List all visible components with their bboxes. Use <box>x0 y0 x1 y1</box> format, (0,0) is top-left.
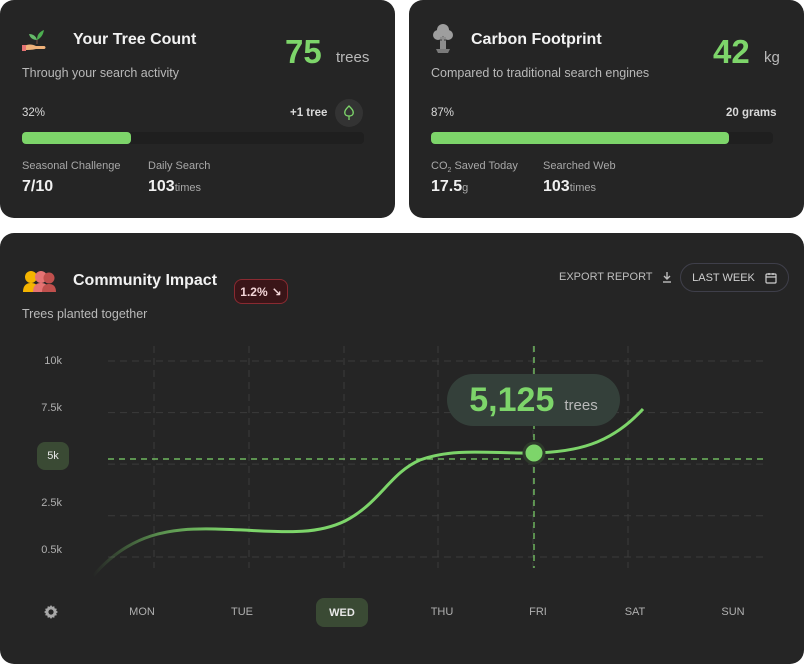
y-tick-label: 7.5k <box>41 402 62 414</box>
day-label-thu[interactable]: THU <box>430 606 454 618</box>
carbon-amount-unit: kg <box>764 49 780 66</box>
seasonal-challenge-label: Seasonal Challenge <box>22 160 121 172</box>
highlight-point[interactable] <box>522 441 546 465</box>
date-range-button[interactable]: LAST WEEK <box>680 263 789 292</box>
tree-count-card: Your Tree Count Through your search acti… <box>0 0 395 218</box>
tree-stump-icon <box>431 22 455 58</box>
carbon-amount-value: 42 <box>713 33 750 70</box>
trend-down-icon: ↘ <box>271 284 282 299</box>
y-tick-label: 10k <box>44 355 62 367</box>
searched-web-label: Searched Web <box>543 160 616 172</box>
change-value: 1.2% <box>240 284 268 299</box>
download-icon <box>662 272 671 283</box>
calendar-icon <box>765 272 777 284</box>
carbon-goal-label: 20 grams <box>726 107 777 119</box>
tree-card-title: Your Tree Count <box>73 31 197 48</box>
carbon-progress-track <box>431 132 773 144</box>
daily-search-value: 103times <box>148 178 201 195</box>
tooltip-unit: trees <box>564 396 598 414</box>
tree-card-subtitle: Through your search activity <box>22 66 180 80</box>
carbon-progress-fill <box>431 132 729 144</box>
tree-count-unit: trees <box>336 49 370 66</box>
settings-button[interactable] <box>43 604 59 620</box>
searched-web-value: 103times <box>543 178 596 195</box>
plant-hand-icon <box>22 26 52 54</box>
community-title: Community Impact <box>73 272 218 289</box>
y-tick-label: 0.5k <box>41 544 62 556</box>
day-label-sat[interactable]: SAT <box>624 606 646 618</box>
tooltip-value: 5,125 <box>469 380 555 419</box>
export-report-button[interactable]: EXPORT REPORT <box>559 271 673 283</box>
tree-bonus-label: +1 tree <box>290 107 328 119</box>
date-range-label: LAST WEEK <box>692 271 755 284</box>
series-line <box>91 407 645 577</box>
carbon-card-title: Carbon Footprint <box>471 31 602 48</box>
community-subtitle: Trees planted together <box>22 307 148 321</box>
carbon-card-subtitle: Compared to traditional search engines <box>431 66 650 80</box>
daily-search-label: Daily Search <box>148 160 211 172</box>
tree-progress-fill <box>22 132 132 144</box>
change-badge: 1.2% ↘ <box>234 279 288 304</box>
tree-progress-track <box>22 132 364 144</box>
day-label-mon[interactable]: MON <box>129 606 155 618</box>
community-line-chart <box>91 346 768 577</box>
y-tick-label: 2.5k <box>41 497 62 509</box>
tree-bonus-button[interactable] <box>335 99 363 127</box>
tree-progress-percent: 32% <box>22 107 46 119</box>
carbon-progress-percent: 87% <box>431 107 455 119</box>
seasonal-challenge-value: 7/10 <box>22 178 54 195</box>
gear-icon <box>44 605 58 619</box>
day-label-fri[interactable]: FRI <box>529 606 547 618</box>
day-label-sun[interactable]: SUN <box>721 606 745 618</box>
carbon-footprint-card: Carbon Footprint Compared to traditional… <box>409 0 804 218</box>
community-people-icon <box>22 268 58 294</box>
co2-saved-label: CO2 Saved Today <box>431 160 518 175</box>
tree-count-value: 75 <box>285 33 322 70</box>
community-impact-card: Community Impact Trees planted together … <box>0 233 804 664</box>
y-tick-highlighted: 5k <box>37 442 69 470</box>
day-label-wed[interactable]: WED <box>316 598 368 627</box>
tree-outline-icon <box>344 105 354 120</box>
day-label-tue[interactable]: TUE <box>231 606 253 618</box>
value-tooltip: 5,125 trees <box>447 374 620 426</box>
export-report-label: EXPORT REPORT <box>559 271 653 283</box>
co2-saved-value: 17.5g <box>431 178 469 195</box>
